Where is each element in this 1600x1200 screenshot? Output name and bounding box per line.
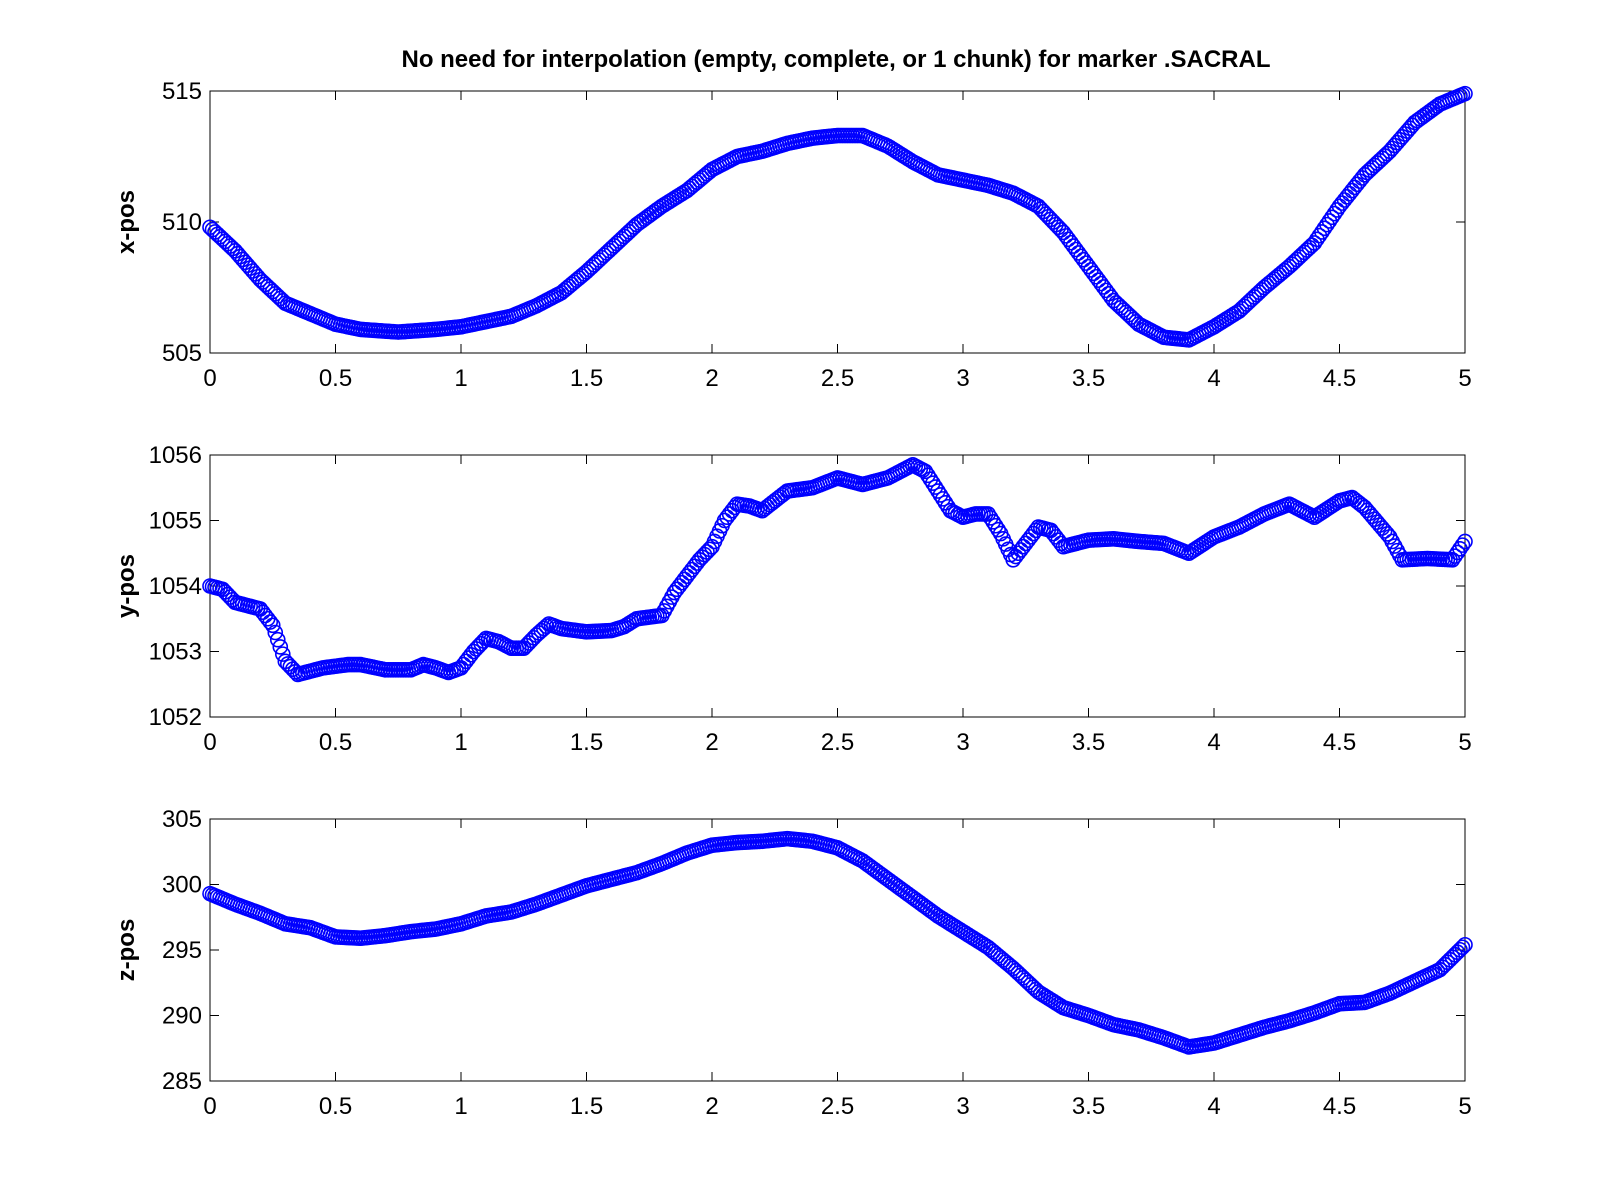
x-tick-label: 0.5 (319, 365, 352, 392)
data-point (272, 639, 289, 655)
x-tick-label: 2 (705, 365, 718, 392)
data-point (1454, 537, 1471, 553)
x-tick-label: 1 (454, 365, 467, 392)
data-point (937, 495, 954, 511)
x-tick-label: 3 (956, 1093, 969, 1120)
y-tick-label: 505 (162, 340, 202, 367)
y-tick-label: 295 (162, 937, 202, 964)
data-point (990, 521, 1006, 538)
x-tick-label: 0.5 (319, 729, 352, 756)
y-axis-label: z-pos (113, 919, 140, 982)
data-point (917, 463, 934, 480)
y-tick-label: 1053 (149, 639, 202, 666)
x-tick-label: 0 (203, 729, 216, 756)
x-tick-label: 3 (956, 729, 969, 756)
data-point (925, 475, 941, 491)
y-tick-label: 515 (162, 78, 202, 105)
x-tick-label: 3.5 (1072, 365, 1105, 392)
data-point (920, 467, 936, 484)
x-tick-label: 0 (203, 365, 216, 392)
x-tick-label: 3 (956, 365, 969, 392)
x-tick-label: 5 (1458, 1093, 1471, 1120)
y-tick-label: 1055 (149, 508, 202, 535)
y-tick-label: 510 (162, 209, 202, 236)
x-tick-label: 2 (705, 729, 718, 756)
data-point (935, 491, 951, 507)
x-tick-label: 2.5 (821, 365, 854, 392)
y-axis-label: x-pos (113, 190, 140, 254)
x-tick-label: 1.5 (570, 729, 603, 756)
data-point (264, 617, 281, 634)
subplot-3: 0 0.5 1 1.5 2 2.5 3 3.5 4 4.5 5 285 290 295 300 305 z-po… (113, 806, 1473, 1120)
data-point (1457, 533, 1473, 550)
subplot-1: 0 0.5 1 1.5 2 2.5 3 3.5 4 4.5 5 505 510 515 x-pos (113, 78, 1473, 392)
y-axis-label: y-pos (113, 554, 140, 618)
data-point (269, 631, 286, 648)
data-point (699, 544, 715, 560)
series-markers (202, 85, 1473, 348)
data-point (985, 514, 1001, 530)
x-tick-label: 1.5 (570, 365, 603, 392)
data-point (982, 510, 999, 526)
y-tick-label: 1056 (149, 442, 202, 469)
data-point (536, 620, 552, 637)
x-tick-label: 4.5 (1323, 365, 1356, 392)
x-tick-label: 3.5 (1072, 729, 1105, 756)
data-point (1452, 941, 1468, 958)
x-tick-label: 1 (454, 1093, 467, 1120)
figure-title: No need for interpolation (empty, comple… (401, 46, 1270, 73)
x-tick-label: 4 (1207, 1093, 1220, 1120)
data-point (701, 541, 718, 558)
data-point (267, 624, 284, 641)
data-point (262, 614, 279, 630)
x-tick-label: 5 (1458, 365, 1471, 392)
y-tick-label: 1052 (149, 704, 202, 731)
data-point (952, 508, 969, 524)
data-point (932, 487, 949, 503)
data-point (915, 462, 931, 478)
x-tick-label: 2.5 (821, 1093, 854, 1120)
axes-frame (209, 454, 1466, 718)
data-point (987, 517, 1004, 534)
x-tick-label: 5 (1458, 729, 1471, 756)
x-tick-label: 1.5 (570, 1093, 603, 1120)
x-tick-label: 4 (1207, 365, 1220, 392)
x-tick-label: 4.5 (1323, 1093, 1356, 1120)
y-tick-label: 305 (162, 806, 202, 833)
data-point (1454, 939, 1471, 956)
data-point (1457, 936, 1473, 953)
x-tick-label: 1 (454, 729, 467, 756)
y-tick-label: 300 (162, 872, 202, 899)
axes-frame (209, 818, 1466, 1082)
y-tick-label: 285 (162, 1068, 202, 1095)
x-tick-label: 2 (705, 1093, 718, 1120)
data-point (927, 479, 944, 495)
series-markers (202, 830, 1473, 1055)
x-tick-label: 2.5 (821, 729, 854, 756)
data-point (930, 483, 946, 499)
x-tick-label: 3.5 (1072, 1093, 1105, 1120)
y-tick-label: 290 (162, 1003, 202, 1030)
x-tick-label: 0.5 (319, 1093, 352, 1120)
series-markers (202, 457, 1473, 683)
data-point (1457, 85, 1473, 102)
x-tick-label: 4.5 (1323, 729, 1356, 756)
data-point (980, 506, 996, 522)
x-tick-label: 0 (203, 1093, 216, 1120)
data-point (274, 646, 291, 662)
x-tick-label: 4 (1207, 729, 1220, 756)
data-point (922, 471, 939, 488)
subplot-2: 0 0.5 1 1.5 2 2.5 3 3.5 4 4.5 5 1052 1053 1054 1055 105… (113, 442, 1473, 756)
y-tick-label: 1054 (149, 573, 202, 600)
